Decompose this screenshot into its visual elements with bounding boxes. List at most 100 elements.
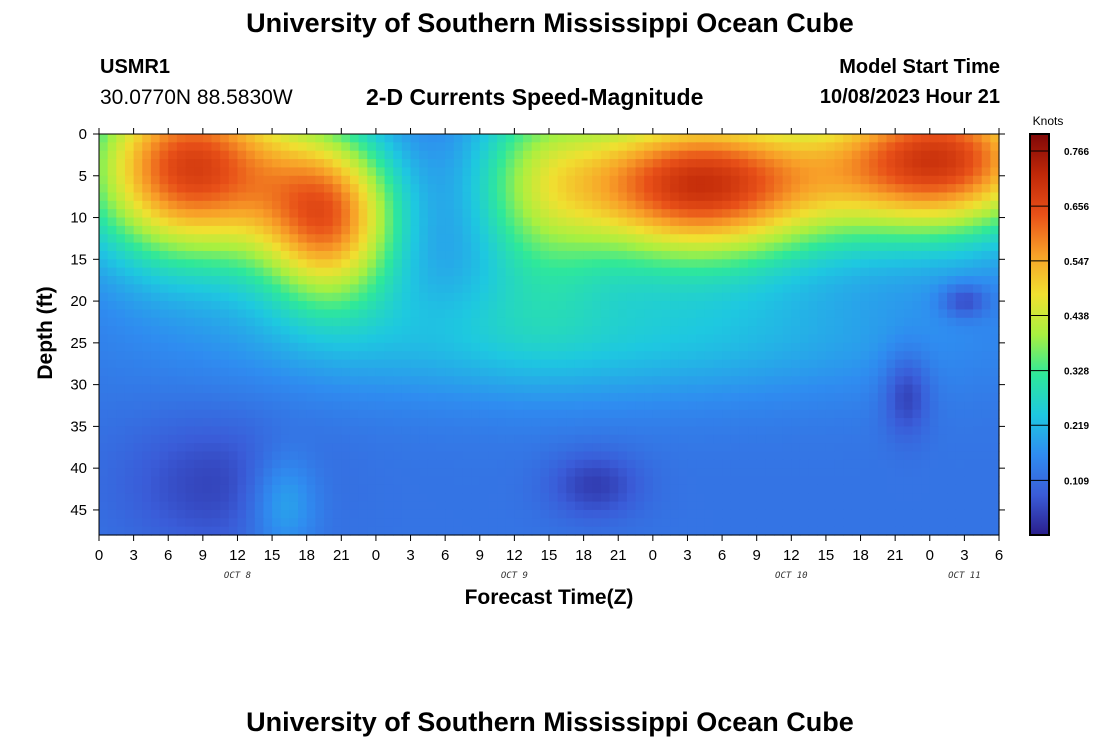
heatmap-cell bbox=[427, 484, 438, 494]
heatmap-cell bbox=[531, 384, 541, 394]
heatmap-cell bbox=[332, 367, 342, 377]
heatmap-cell bbox=[981, 142, 991, 152]
heatmap-cell bbox=[116, 242, 126, 252]
heatmap-cell bbox=[254, 326, 265, 336]
heatmap-cell bbox=[912, 209, 922, 219]
heatmap-cell bbox=[886, 167, 896, 177]
heatmap-cell bbox=[687, 217, 697, 227]
heatmap-cell bbox=[168, 392, 178, 402]
heatmap-cell bbox=[574, 200, 585, 210]
heatmap-cell bbox=[237, 426, 247, 436]
heatmap-cell bbox=[765, 468, 775, 478]
heatmap-cell bbox=[860, 225, 870, 235]
heatmap-cell bbox=[869, 167, 879, 177]
heatmap-cell bbox=[851, 484, 862, 494]
heatmap-cell bbox=[851, 267, 862, 277]
heatmap-cell bbox=[661, 493, 671, 503]
heatmap-cell bbox=[306, 309, 316, 319]
heatmap-cell bbox=[929, 276, 940, 285]
heatmap-cell bbox=[176, 292, 187, 302]
heatmap-cell bbox=[514, 284, 524, 294]
heatmap-cell bbox=[687, 493, 697, 503]
heatmap-cell bbox=[964, 392, 974, 402]
heatmap-cell bbox=[774, 317, 784, 327]
heatmap-cell bbox=[549, 301, 559, 311]
heatmap-cell bbox=[583, 484, 593, 494]
heatmap-cell bbox=[557, 493, 567, 503]
heatmap-cell bbox=[237, 359, 247, 369]
heatmap-cell bbox=[825, 184, 836, 194]
heatmap-cell bbox=[540, 292, 550, 302]
heatmap-cell bbox=[635, 376, 645, 386]
heatmap-cell bbox=[592, 484, 602, 494]
heatmap-cell bbox=[843, 259, 853, 269]
heatmap-cell bbox=[670, 284, 680, 294]
heatmap-cell bbox=[574, 159, 585, 169]
heatmap-cell bbox=[471, 326, 481, 336]
heatmap-cell bbox=[600, 459, 611, 469]
heatmap-cell bbox=[592, 209, 602, 219]
heatmap-cell bbox=[324, 175, 334, 185]
heatmap-cell bbox=[921, 309, 931, 319]
heatmap-cell bbox=[938, 426, 948, 436]
heatmap-cell bbox=[739, 426, 749, 436]
heatmap-cell bbox=[756, 150, 766, 160]
heatmap-cell bbox=[808, 134, 818, 143]
heatmap-cell bbox=[202, 292, 213, 302]
heatmap-cell bbox=[332, 209, 342, 219]
heatmap-cell bbox=[393, 392, 403, 402]
heatmap-cell bbox=[133, 242, 143, 252]
heatmap-cell bbox=[220, 468, 230, 478]
heatmap-cell bbox=[583, 200, 593, 210]
heatmap-cell bbox=[523, 200, 533, 210]
heatmap-cell bbox=[419, 225, 429, 235]
heatmap-cell bbox=[990, 184, 1000, 194]
heatmap-cell bbox=[427, 518, 438, 528]
heatmap-cell bbox=[332, 142, 342, 152]
heatmap-cell bbox=[462, 309, 472, 319]
heatmap-cell bbox=[929, 259, 940, 269]
heatmap-cell bbox=[488, 376, 498, 386]
heatmap-cell bbox=[557, 242, 567, 252]
heatmap-cell bbox=[384, 476, 394, 486]
heatmap-cell bbox=[834, 434, 844, 444]
heatmap-cell bbox=[220, 167, 230, 177]
heatmap-cell bbox=[609, 426, 619, 436]
heatmap-cell bbox=[124, 192, 135, 202]
heatmap-cell bbox=[730, 317, 740, 327]
heatmap-cell bbox=[471, 267, 481, 277]
heatmap-cell bbox=[609, 501, 619, 511]
heatmap-cell bbox=[895, 509, 905, 519]
heatmap-cell bbox=[367, 342, 377, 352]
heatmap-cell bbox=[202, 326, 213, 336]
heatmap-cell bbox=[912, 292, 922, 302]
heatmap-cell bbox=[159, 518, 169, 528]
heatmap-cell bbox=[263, 509, 273, 519]
heatmap-cell bbox=[661, 418, 671, 427]
heatmap-cell bbox=[358, 167, 368, 177]
heatmap-cell bbox=[626, 200, 637, 210]
heatmap-cell bbox=[298, 509, 308, 519]
heatmap-cell bbox=[799, 334, 810, 344]
heatmap-cell bbox=[523, 459, 533, 469]
heatmap-cell bbox=[341, 259, 351, 269]
heatmap-cell bbox=[453, 476, 464, 486]
heatmap-cell bbox=[202, 309, 213, 319]
heatmap-cell bbox=[722, 267, 732, 277]
heatmap-cell bbox=[142, 359, 152, 369]
heatmap-cell bbox=[739, 359, 749, 369]
heatmap-cell bbox=[843, 409, 853, 419]
heatmap-cell bbox=[185, 175, 195, 185]
heatmap-cell bbox=[973, 342, 983, 352]
heatmap-cell bbox=[618, 276, 628, 285]
heatmap-cell bbox=[609, 167, 619, 177]
heatmap-cell bbox=[947, 175, 957, 185]
heatmap-cell bbox=[678, 175, 689, 185]
heatmap-cell bbox=[324, 451, 334, 461]
heatmap-cell bbox=[168, 192, 178, 202]
heatmap-cell bbox=[834, 418, 844, 427]
heatmap-cell bbox=[782, 217, 792, 227]
heatmap-cell bbox=[609, 359, 619, 369]
heatmap-cell bbox=[99, 250, 109, 260]
heatmap-cell bbox=[557, 276, 567, 285]
